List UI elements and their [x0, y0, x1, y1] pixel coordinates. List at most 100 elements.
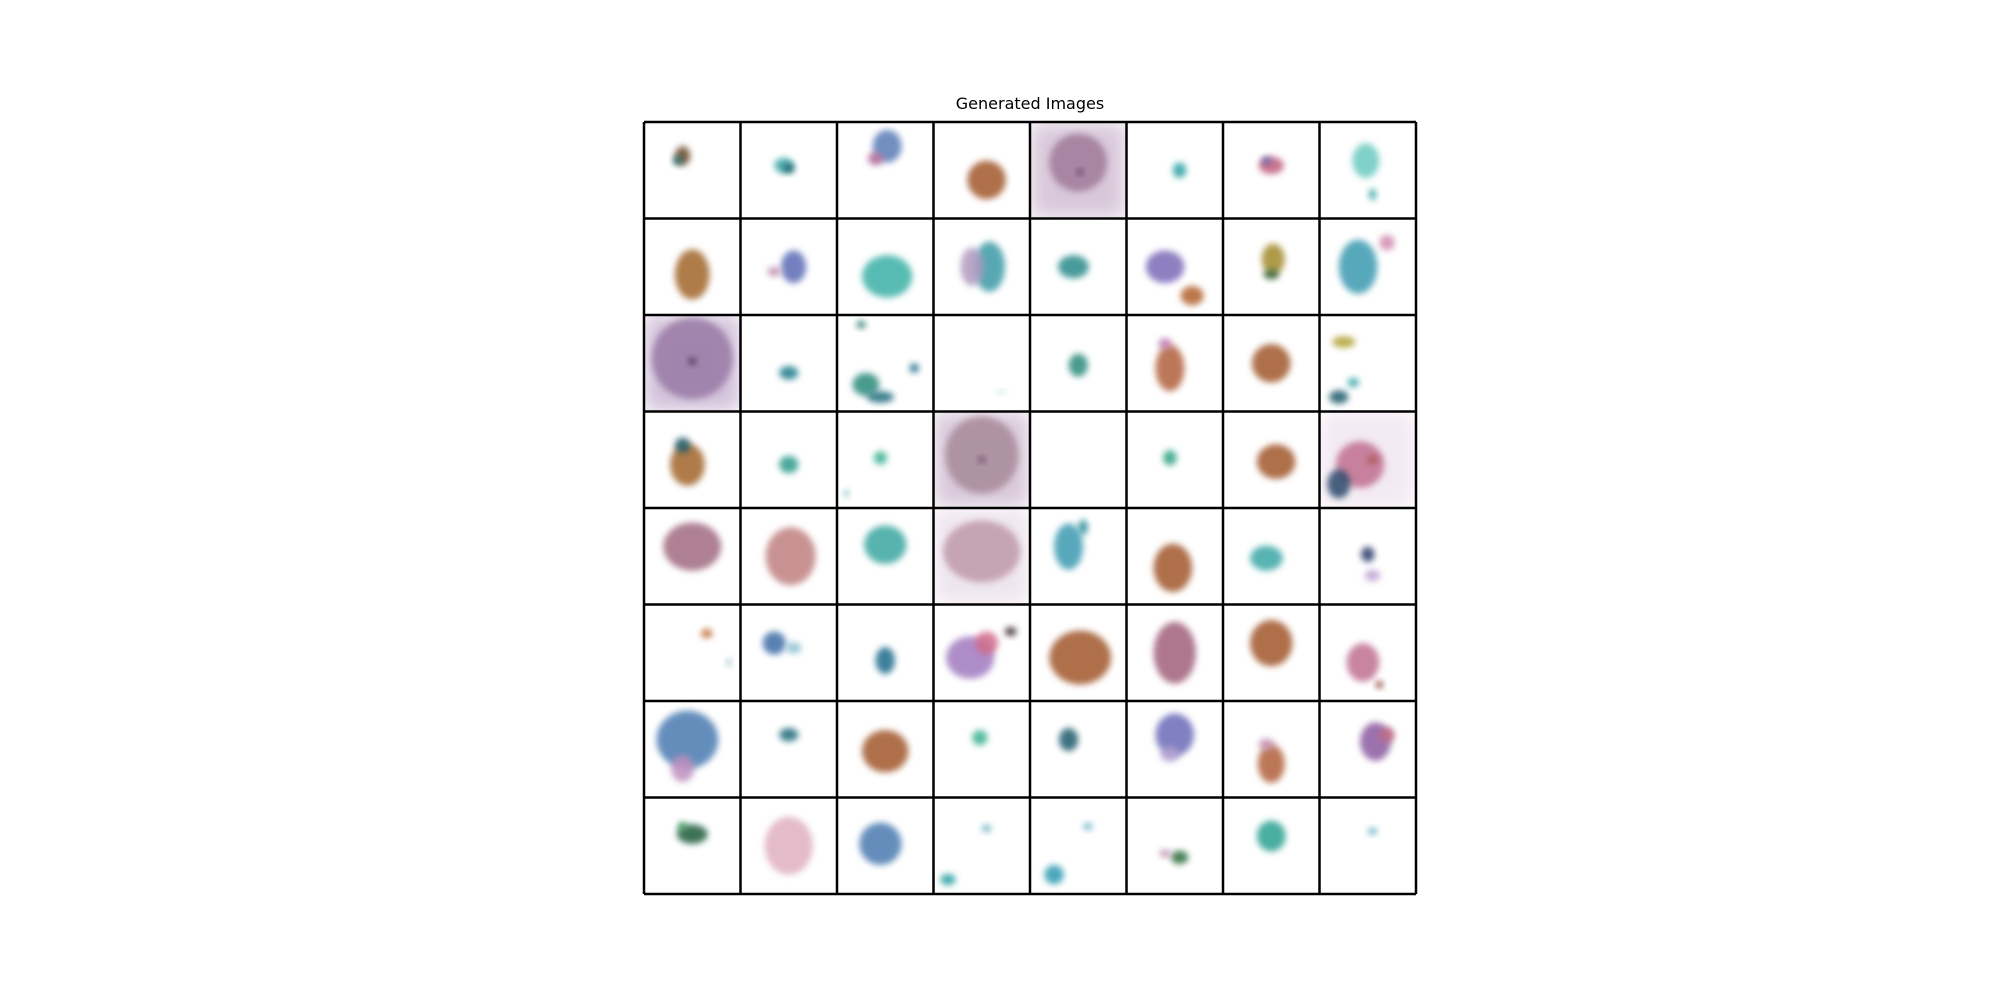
- tile-blob: [1250, 545, 1283, 571]
- tile-blob: [1261, 156, 1272, 165]
- tile-blob: [1180, 286, 1204, 306]
- grid-lines: [642, 120, 1418, 896]
- generated-image-tile: [837, 604, 934, 701]
- generated-image-tile: [1319, 122, 1416, 219]
- tile-blob: [1366, 454, 1379, 465]
- tile-blob: [866, 391, 894, 403]
- tile-blob: [1327, 469, 1351, 499]
- generated-image-tile: [740, 218, 837, 315]
- tile-blob: [862, 729, 909, 773]
- generated-image-tile: [1030, 122, 1127, 219]
- generated-image-tile: [837, 315, 934, 412]
- generated-image-tile: [837, 508, 934, 605]
- generated-image-tile: [1030, 218, 1127, 315]
- tile-blob: [1077, 169, 1084, 176]
- generated-image-tile: [837, 411, 934, 508]
- generated-image-tile: [1223, 315, 1320, 412]
- figure-title: Generated Images: [955, 94, 1105, 113]
- generated-image-tile: [1126, 508, 1223, 605]
- tile-blob: [1160, 746, 1180, 762]
- generated-image-tile: [1030, 315, 1127, 412]
- tile-blob: [1364, 569, 1381, 582]
- tile-blob: [864, 525, 907, 564]
- tile-blob: [1158, 338, 1172, 350]
- tile-blob: [1159, 849, 1171, 858]
- generated-image-tile: [1223, 122, 1320, 219]
- tile-blob: [1078, 519, 1088, 536]
- generated-image-tile: [1319, 701, 1416, 798]
- tile-background: [644, 797, 741, 894]
- generated-image-tile: [1319, 797, 1416, 894]
- tile-blob: [779, 366, 799, 380]
- generated-image-tile: [740, 122, 837, 219]
- generated-image-tile: [933, 122, 1030, 219]
- tile-blob: [670, 443, 705, 486]
- tile-blob: [1379, 727, 1395, 743]
- tile-blob: [726, 658, 732, 667]
- tile-blob: [960, 247, 984, 287]
- tile-blob: [1368, 188, 1377, 201]
- tile-background: [644, 604, 741, 701]
- tile-blob: [1251, 343, 1291, 383]
- generated-image-tile: [1126, 701, 1223, 798]
- tile-blob: [1258, 738, 1275, 751]
- tile-blob: [1261, 243, 1285, 275]
- tile-blob: [674, 437, 691, 453]
- tile-blob: [856, 320, 866, 329]
- generated-image-tile: [933, 701, 1030, 798]
- tile-blob: [1379, 234, 1395, 251]
- generated-image-tile: [1223, 218, 1320, 315]
- generated-image-tile: [1223, 411, 1320, 508]
- generated-image-tile: [1126, 315, 1223, 412]
- generated-image-tile: [1126, 604, 1223, 701]
- generated-image-tile: [1223, 604, 1320, 701]
- generated-image-tile: [1126, 797, 1223, 894]
- tile-blob: [1083, 822, 1093, 831]
- generated-image-tile: [1126, 411, 1223, 508]
- generated-image-tile: [740, 315, 837, 412]
- generated-image-tile: [1319, 508, 1416, 605]
- tile-blob: [1155, 344, 1185, 392]
- tile-blob: [1346, 643, 1380, 682]
- generated-image-tile: [740, 508, 837, 605]
- generated-image-tile: [644, 122, 741, 219]
- tile-blob: [779, 728, 799, 742]
- tile-blob: [663, 522, 722, 571]
- tile-background: [1030, 701, 1127, 798]
- tile-background: [740, 315, 837, 412]
- tile-blob: [1256, 820, 1286, 852]
- tile-background: [740, 701, 837, 798]
- tile-blob: [677, 821, 688, 832]
- generated-image-tile: [933, 218, 1030, 315]
- tile-blob: [672, 155, 683, 166]
- tile-background: [740, 604, 837, 701]
- tile-blob: [943, 520, 1021, 583]
- generated-image-tile: [837, 797, 934, 894]
- generated-image-tile: [644, 797, 741, 894]
- generated-image-tile: [1223, 797, 1320, 894]
- tile-blob: [972, 729, 988, 746]
- tile-blob: [785, 642, 802, 654]
- tile-blob: [978, 456, 985, 463]
- generated-image-tile: [1319, 604, 1416, 701]
- generated-image-tile: [644, 701, 741, 798]
- tile-blob: [762, 631, 786, 655]
- tile-blob: [674, 249, 710, 300]
- tile-blob: [945, 416, 1019, 494]
- tile-blob: [996, 390, 1006, 395]
- tile-blob: [967, 160, 1006, 200]
- tile-blob: [671, 755, 695, 783]
- generated-image-tile: [1030, 508, 1127, 605]
- tile-blob: [1155, 713, 1195, 757]
- tile-background: [1126, 797, 1223, 894]
- tile-blob: [1058, 728, 1079, 752]
- tile-blob: [1375, 680, 1384, 689]
- tile-blob: [1068, 353, 1088, 377]
- tile-background: [933, 315, 1030, 412]
- tile-blob: [974, 241, 1005, 292]
- generated-image-tile: [933, 315, 1030, 412]
- tile-blob: [873, 451, 888, 465]
- tile-blob: [782, 163, 795, 174]
- tile-blob: [1263, 269, 1279, 280]
- generated-image-tile: [740, 701, 837, 798]
